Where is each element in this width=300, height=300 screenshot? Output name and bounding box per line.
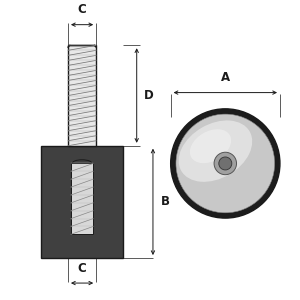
Ellipse shape bbox=[179, 121, 252, 182]
Text: A: A bbox=[221, 71, 230, 84]
Text: C: C bbox=[78, 262, 86, 275]
Text: C: C bbox=[78, 3, 86, 16]
Text: D: D bbox=[144, 89, 154, 102]
Bar bbox=[71, 164, 93, 234]
Bar bbox=[41, 146, 123, 258]
Circle shape bbox=[214, 152, 236, 175]
Circle shape bbox=[176, 114, 274, 213]
Bar bbox=[68, 45, 96, 146]
Text: B: B bbox=[161, 195, 170, 208]
Circle shape bbox=[171, 109, 280, 218]
Circle shape bbox=[219, 157, 232, 170]
Ellipse shape bbox=[190, 129, 231, 163]
